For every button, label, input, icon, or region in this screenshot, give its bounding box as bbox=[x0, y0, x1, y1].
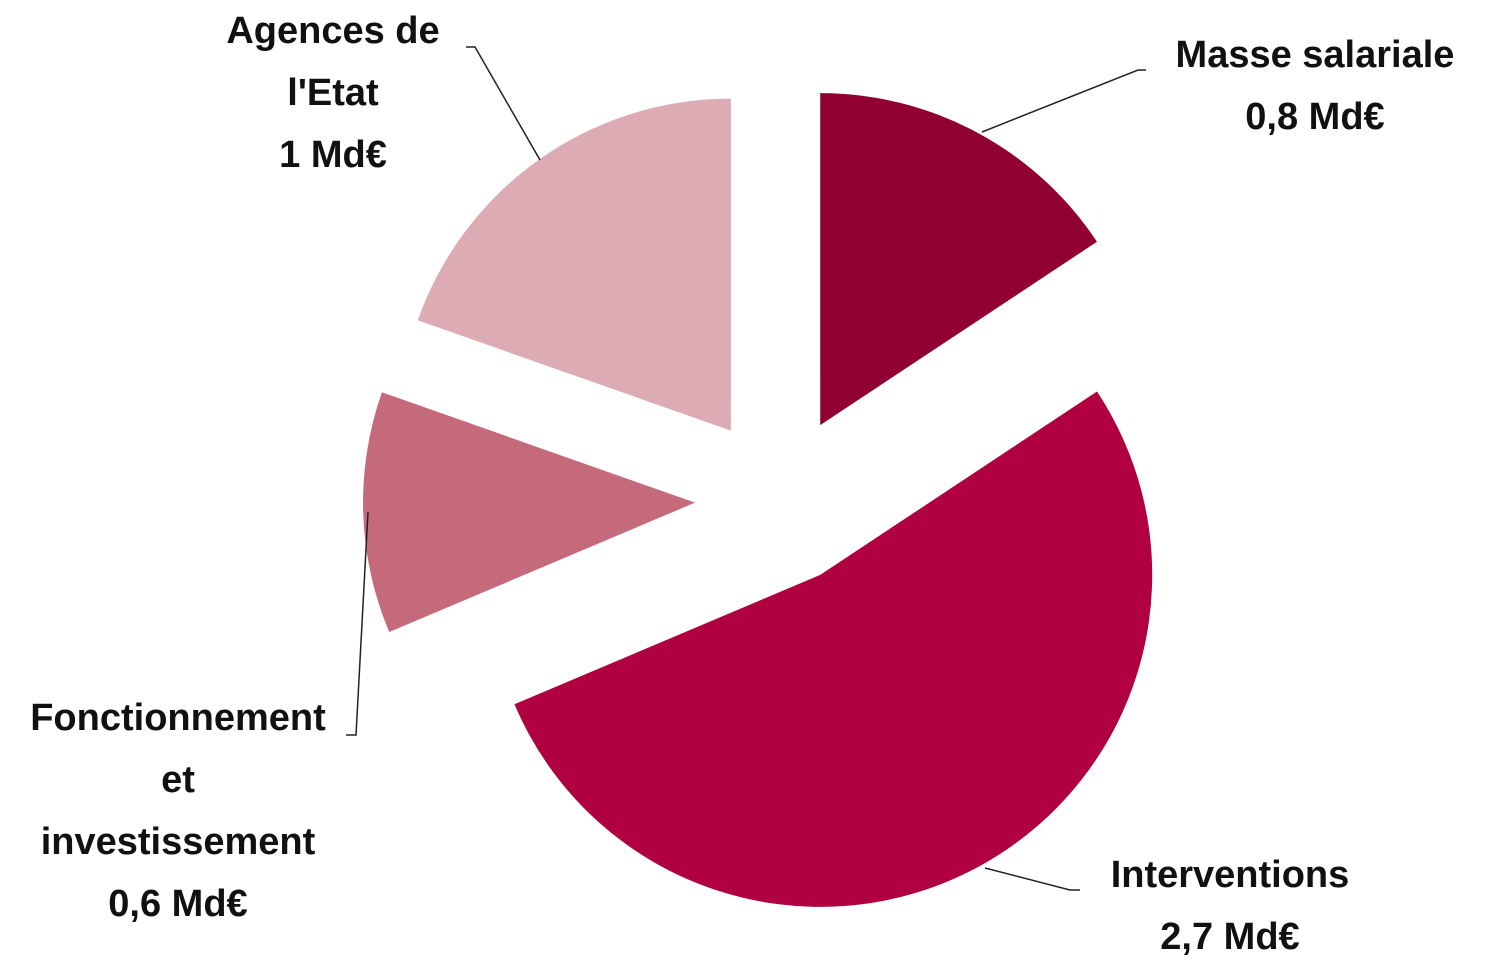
value-label: 0,6 Md€ bbox=[108, 883, 248, 925]
category-label: Agences de l'Etat bbox=[226, 10, 440, 114]
slice-label: Agences de l'Etat 1 Md€ bbox=[198, 0, 468, 186]
category-label: Interventions bbox=[1110, 854, 1350, 896]
pie-slice bbox=[820, 93, 1097, 426]
slice-label: Masse salariale 0,8 Md€ bbox=[1135, 24, 1493, 148]
slice-label: Fonctionnement et investissement 0,6 Md€ bbox=[23, 687, 333, 935]
leader-lines bbox=[346, 46, 1146, 891]
slices bbox=[363, 93, 1153, 907]
slice-label: Interventions 2,7 Md€ bbox=[1060, 844, 1400, 968]
value-label: 1 Md€ bbox=[279, 134, 387, 176]
leader-line bbox=[981, 69, 1146, 133]
value-label: 2,7 Md€ bbox=[1160, 916, 1300, 958]
value-label: 0,8 Md€ bbox=[1245, 96, 1385, 138]
category-label: Fonctionnement et investissement bbox=[30, 697, 326, 863]
leader-line bbox=[466, 46, 541, 161]
category-label: Masse salariale bbox=[1175, 34, 1455, 76]
pie-slice bbox=[363, 392, 696, 633]
pie-slice bbox=[514, 391, 1153, 907]
pie-slice bbox=[417, 98, 731, 431]
leader-line bbox=[984, 867, 1080, 891]
leader-line bbox=[346, 511, 369, 736]
